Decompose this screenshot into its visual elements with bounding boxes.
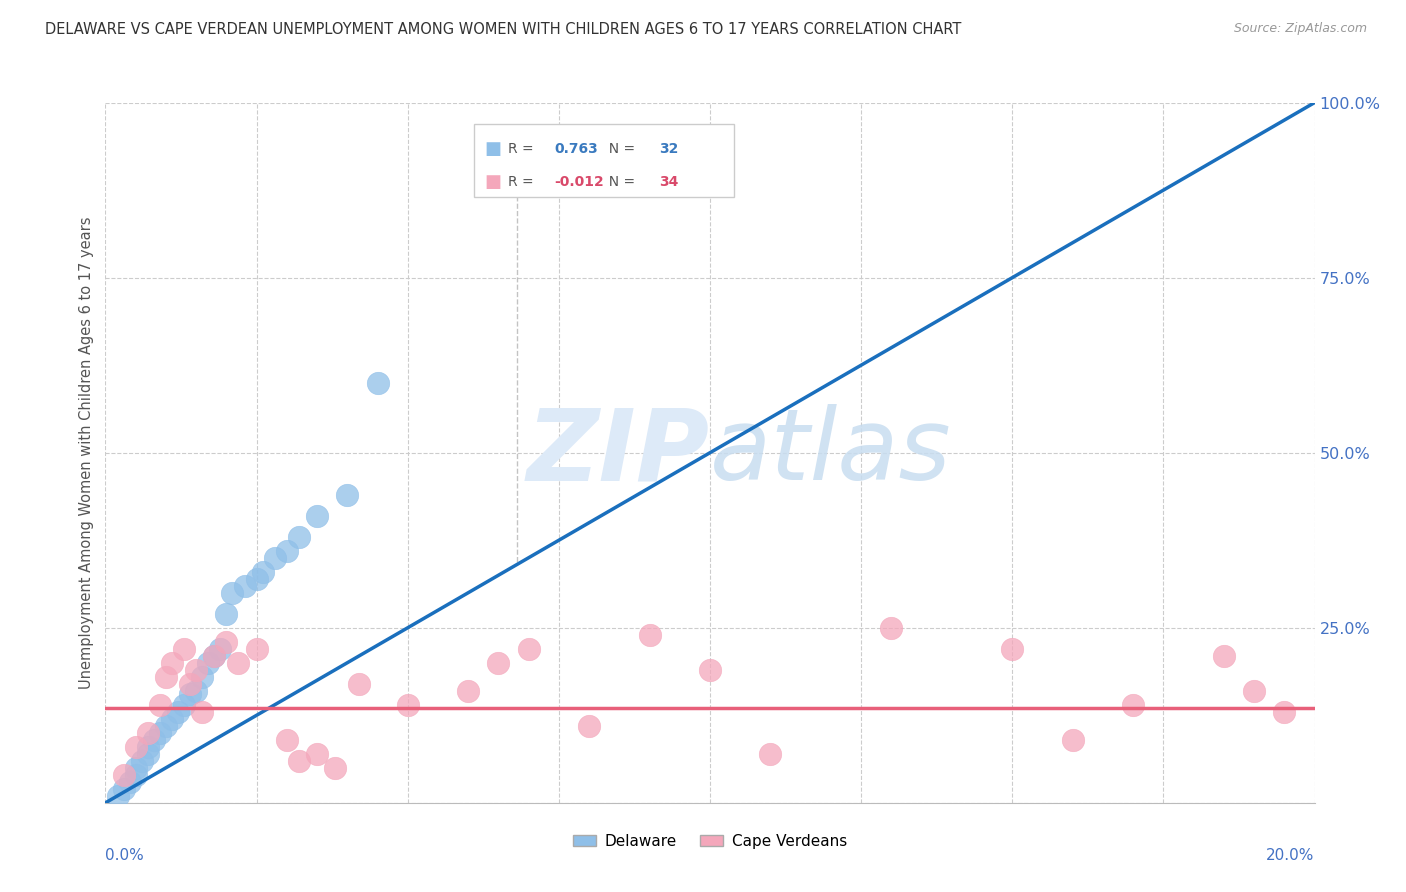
Text: ■: ■	[484, 173, 501, 191]
Point	[136, 739, 159, 754]
Point	[276, 732, 298, 747]
Point	[1274, 705, 1296, 719]
Point	[209, 641, 232, 656]
Point	[179, 687, 201, 701]
Point	[149, 698, 172, 712]
Point	[578, 719, 600, 733]
Point	[307, 747, 329, 761]
Text: 32: 32	[659, 143, 679, 156]
Point	[276, 543, 298, 558]
Point	[307, 508, 329, 523]
Point	[160, 712, 183, 726]
Point	[233, 579, 256, 593]
Point	[228, 656, 250, 670]
Point	[124, 761, 148, 775]
Point	[288, 530, 311, 544]
Point	[155, 670, 177, 684]
Point	[118, 774, 141, 789]
Point	[167, 705, 190, 719]
Point	[215, 634, 238, 648]
Point	[323, 761, 346, 775]
Point	[124, 739, 148, 754]
Point	[263, 550, 285, 565]
Text: R =: R =	[508, 175, 538, 189]
Y-axis label: Unemployment Among Women with Children Ages 6 to 17 years: Unemployment Among Women with Children A…	[79, 217, 94, 689]
Point	[149, 726, 172, 740]
Point	[136, 747, 159, 761]
Point	[396, 698, 419, 712]
Point	[173, 641, 195, 656]
Point	[202, 648, 225, 663]
Point	[759, 747, 782, 761]
Point	[457, 683, 479, 698]
Text: N =: N =	[600, 175, 640, 189]
Point	[1122, 698, 1144, 712]
Point	[505, 152, 527, 166]
Point	[699, 663, 721, 677]
Text: 34: 34	[659, 175, 679, 189]
Point	[252, 565, 274, 579]
Point	[246, 641, 269, 656]
Point	[202, 648, 225, 663]
Text: 0.763: 0.763	[554, 143, 598, 156]
Point	[136, 726, 159, 740]
Text: N =: N =	[600, 143, 640, 156]
Point	[112, 781, 135, 796]
Point	[215, 607, 238, 621]
Point	[488, 656, 510, 670]
Text: 20.0%: 20.0%	[1267, 848, 1315, 863]
Point	[173, 698, 195, 712]
Point	[197, 656, 219, 670]
Point	[517, 641, 540, 656]
Text: DELAWARE VS CAPE VERDEAN UNEMPLOYMENT AMONG WOMEN WITH CHILDREN AGES 6 TO 17 YEA: DELAWARE VS CAPE VERDEAN UNEMPLOYMENT AM…	[45, 22, 962, 37]
Point	[366, 376, 388, 390]
Point	[349, 677, 371, 691]
Point	[186, 663, 208, 677]
Point	[124, 768, 148, 782]
Point	[107, 789, 129, 803]
Text: -0.012: -0.012	[554, 175, 603, 189]
Text: Source: ZipAtlas.com: Source: ZipAtlas.com	[1233, 22, 1367, 36]
Point	[880, 621, 903, 635]
Point	[221, 586, 243, 600]
Point	[1062, 732, 1084, 747]
Point	[246, 572, 269, 586]
Point	[336, 488, 359, 502]
Point	[1212, 648, 1236, 663]
Point	[131, 754, 153, 768]
Point	[191, 705, 214, 719]
Point	[288, 754, 311, 768]
Point	[179, 677, 201, 691]
Text: R =: R =	[508, 143, 538, 156]
Text: ■: ■	[484, 141, 501, 159]
Point	[1243, 683, 1265, 698]
Point	[160, 656, 183, 670]
Text: atlas: atlas	[710, 404, 952, 501]
Legend: Delaware, Cape Verdeans: Delaware, Cape Verdeans	[567, 828, 853, 855]
Point	[142, 732, 165, 747]
Point	[112, 768, 135, 782]
Text: 0.0%: 0.0%	[105, 848, 145, 863]
Text: ZIP: ZIP	[527, 404, 710, 501]
Point	[191, 670, 214, 684]
Point	[1001, 641, 1024, 656]
Point	[638, 628, 661, 642]
FancyBboxPatch shape	[474, 124, 734, 197]
Point	[155, 719, 177, 733]
Point	[186, 683, 208, 698]
